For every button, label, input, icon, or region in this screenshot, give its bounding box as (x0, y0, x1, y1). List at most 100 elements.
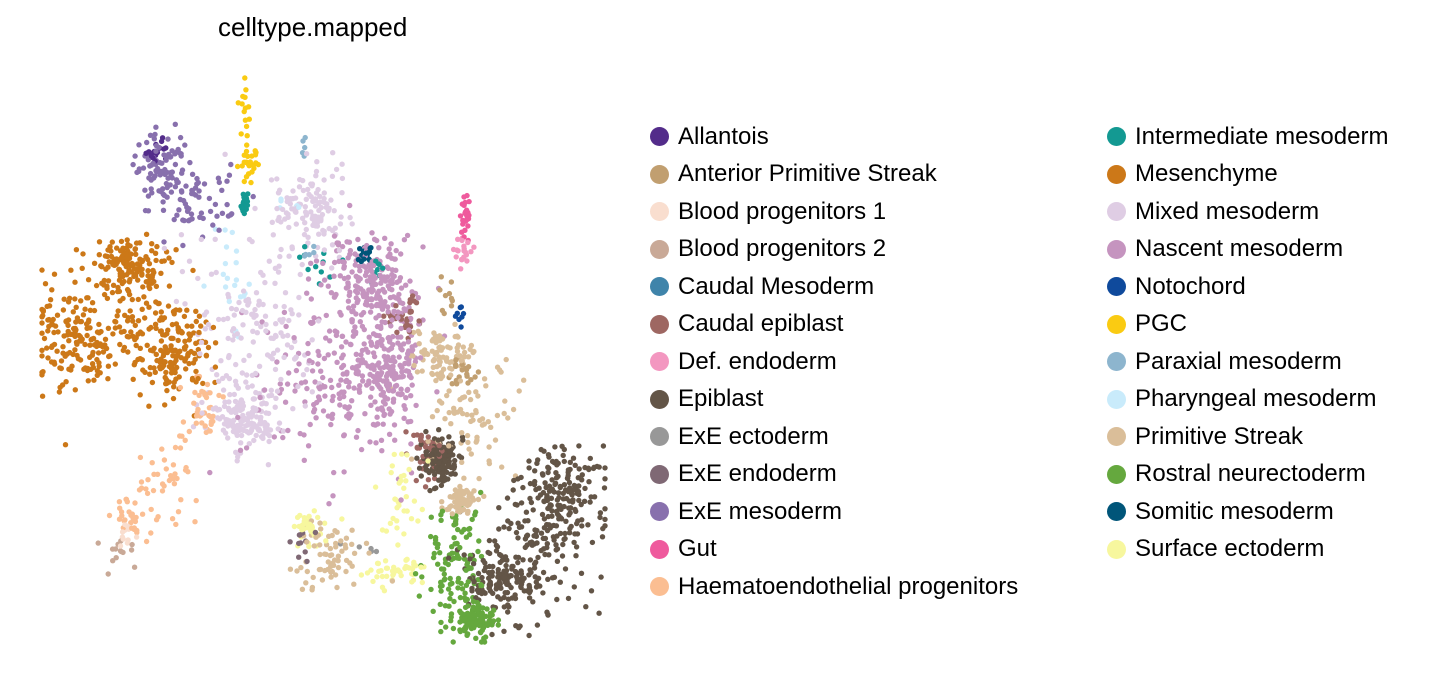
scatter-point (145, 208, 152, 214)
scatter-point (449, 494, 455, 500)
scatter-point (323, 538, 329, 544)
scatter-point (216, 378, 222, 384)
scatter-point (159, 446, 165, 452)
scatter-point (181, 313, 188, 320)
scatter-point (394, 518, 400, 524)
scatter-point (152, 310, 159, 316)
scatter-point (506, 525, 512, 532)
scatter-point (446, 443, 452, 449)
scatter-point (189, 171, 196, 177)
scatter-point (173, 521, 179, 528)
scatter-point (439, 336, 446, 342)
scatter-point (355, 368, 361, 375)
scatter-point (446, 409, 452, 416)
scatter-point (376, 333, 382, 339)
scatter-point (406, 327, 412, 333)
scatter-point (425, 477, 432, 483)
scatter-point (310, 319, 316, 326)
scatter-point (404, 232, 411, 239)
scatter-point (263, 426, 269, 432)
scatter-point (243, 298, 249, 304)
scatter-point (346, 292, 352, 299)
scatter-point (461, 243, 467, 249)
scatter-point (116, 266, 122, 272)
scatter-point (465, 354, 472, 360)
scatter-point (411, 559, 417, 565)
scatter-point (381, 289, 388, 295)
scatter-point (79, 336, 85, 342)
scatter-point (331, 208, 337, 214)
scatter-point (533, 532, 539, 538)
scatter-point (302, 134, 308, 141)
scatter-point (545, 513, 551, 520)
scatter-point (293, 221, 299, 227)
scatter-point (302, 244, 308, 250)
scatter-point (290, 406, 296, 412)
scatter-point (422, 444, 429, 450)
scatter-point (242, 117, 249, 123)
legend-item: Notochord (1107, 268, 1388, 306)
scatter-point (82, 306, 88, 312)
scatter-point (68, 267, 74, 273)
scatter-point (343, 339, 349, 345)
scatter-point (586, 466, 592, 473)
scatter-point (336, 258, 342, 265)
scatter-point (144, 490, 151, 497)
scatter-point (232, 282, 238, 288)
scatter-point (445, 586, 452, 592)
scatter-point (570, 455, 577, 461)
scatter-point (431, 356, 438, 363)
scatter-point (382, 235, 388, 241)
scatter-point (91, 260, 98, 266)
scatter-point (452, 457, 458, 464)
scatter-point (327, 545, 334, 552)
scatter-point (597, 510, 604, 516)
scatter-point (296, 312, 302, 318)
scatter-point (326, 533, 332, 539)
scatter-point (396, 291, 402, 298)
scatter-point (296, 184, 303, 190)
scatter-point (117, 248, 124, 254)
scatter-point (557, 579, 563, 585)
scatter-point (278, 376, 284, 383)
scatter-point (514, 502, 520, 508)
legend-label: Blood progenitors 2 (678, 235, 887, 263)
scatter-point (356, 389, 363, 395)
scatter-point (154, 169, 160, 175)
scatter-point (541, 448, 547, 454)
scatter-point (249, 238, 255, 245)
scatter-point (436, 460, 442, 466)
scatter-point (179, 433, 185, 439)
scatter-point (483, 383, 489, 389)
scatter-point (432, 534, 439, 541)
scatter-point (368, 342, 375, 348)
scatter-point (384, 396, 391, 402)
scatter-point (545, 576, 551, 582)
scatter-point (386, 382, 393, 388)
scatter-point (405, 339, 412, 345)
scatter-point (371, 236, 378, 242)
scatter-point (403, 557, 409, 563)
scatter-point (509, 563, 515, 570)
scatter-point (321, 199, 327, 205)
scatter-point (317, 384, 324, 390)
scatter-point (391, 564, 397, 570)
scatter-point (148, 176, 154, 182)
scatter-point (172, 161, 179, 168)
scatter-point (127, 243, 133, 249)
scatter-point (148, 153, 154, 159)
scatter-point (356, 544, 362, 550)
scatter-point (526, 632, 532, 639)
scatter-point (222, 284, 229, 290)
scatter-point (321, 247, 328, 253)
legend-marker (1107, 464, 1126, 484)
scatter-point (363, 269, 370, 275)
scatter-point (212, 201, 219, 208)
scatter-point (473, 620, 479, 627)
scatter-point (600, 443, 607, 449)
scatter-point (258, 269, 264, 276)
scatter-point (172, 471, 178, 477)
scatter-point (325, 559, 331, 565)
scatter-point (520, 484, 526, 491)
scatter-point (245, 191, 251, 197)
